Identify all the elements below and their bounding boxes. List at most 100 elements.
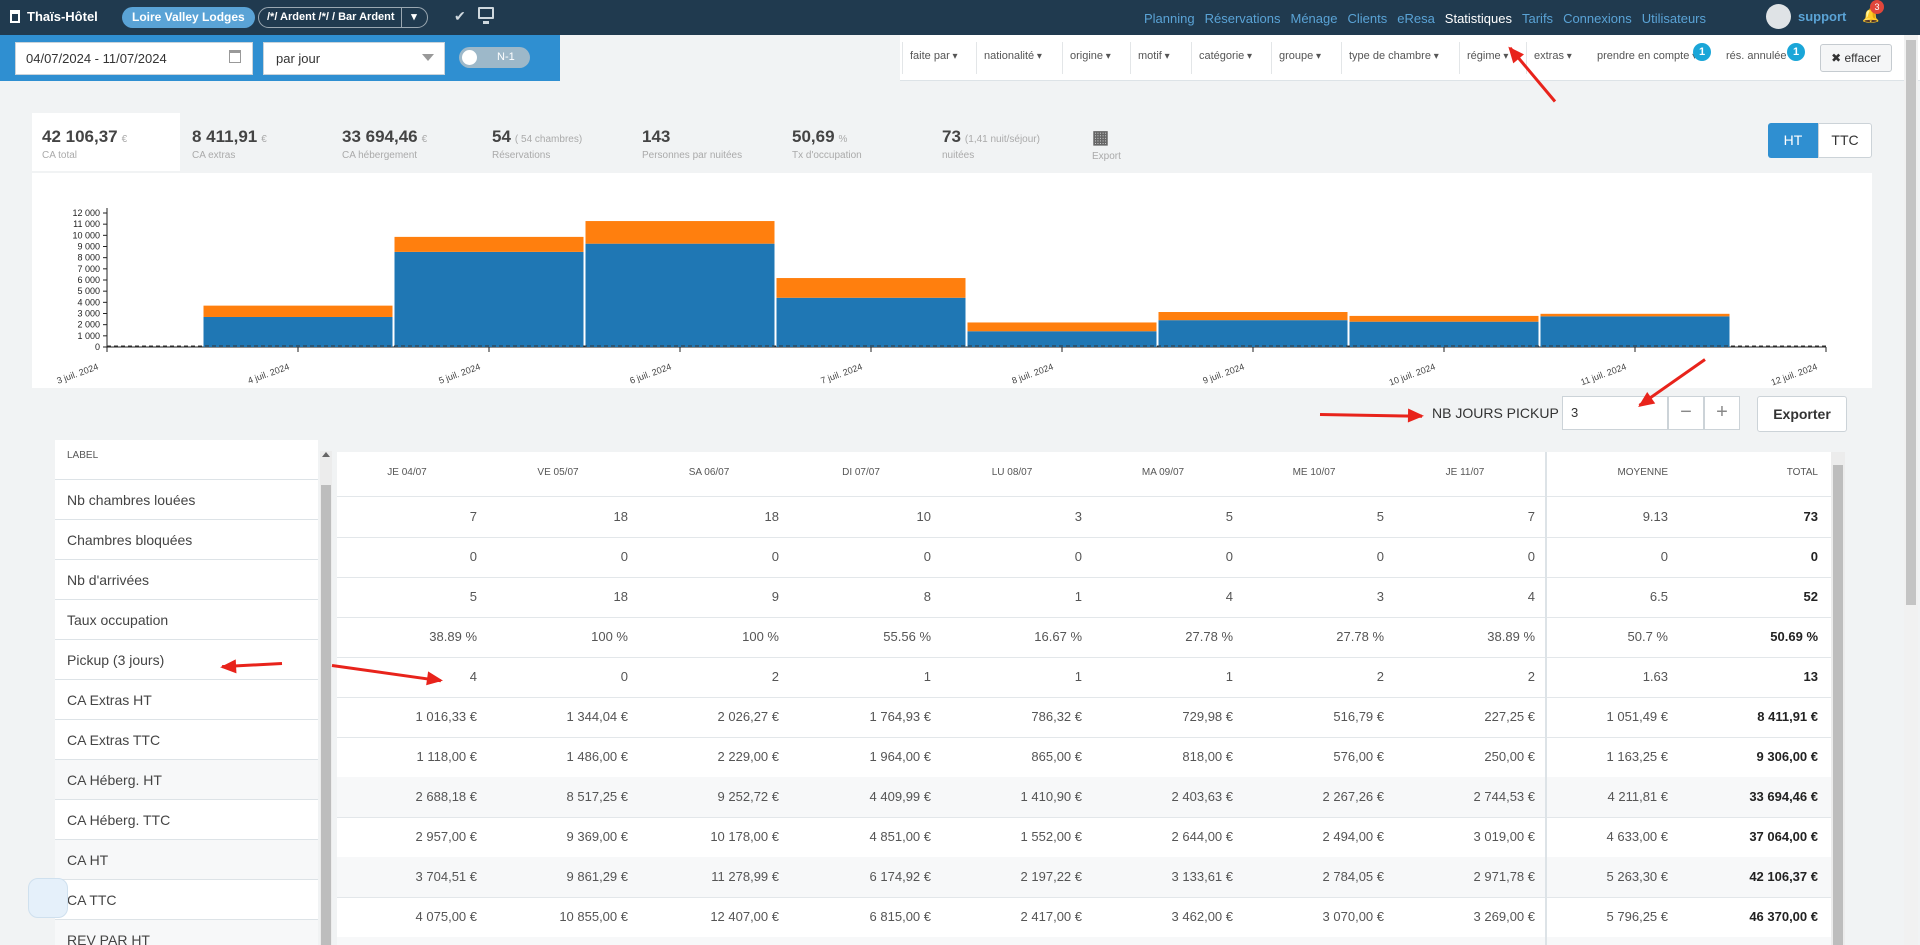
nav-item-tarifs[interactable]: Tarifs — [1522, 11, 1554, 26]
column-header[interactable]: TOTAL — [1786, 467, 1818, 478]
column-header[interactable]: LU 08/07 — [991, 467, 1033, 478]
bar-series-1 — [1349, 315, 1539, 322]
app-logo[interactable]: Thaïs-Hôtel — [10, 9, 98, 24]
column-header[interactable]: JE 11/07 — [1445, 467, 1485, 478]
hotel-selector[interactable]: Loire Valley Lodges — [122, 7, 255, 28]
column-header[interactable]: MOYENNE — [1617, 467, 1668, 478]
res-annulee-badge: 1 — [1787, 43, 1805, 61]
kpi-card: 73 (1,41 nuit/séjour) nuitées — [942, 113, 1040, 169]
table-cell: 100 % — [742, 629, 779, 644]
table-cell: 38.89 % — [1487, 629, 1535, 644]
row-label: Taux occupation — [55, 600, 318, 640]
kpi-card: 33 694,46 € CA hébergement — [342, 113, 427, 169]
increment-button[interactable]: + — [1704, 396, 1740, 430]
calendar-icon[interactable] — [229, 50, 241, 63]
bar-selector[interactable]: /*/ Ardent /*/ / Bar Ardent ▾ — [258, 7, 428, 28]
filter-dropdown[interactable]: catégorie — [1199, 50, 1252, 62]
table-cell: 10 — [916, 509, 931, 524]
label-scrollbar-thumb[interactable] — [321, 485, 331, 945]
ht-toggle-button[interactable]: HT — [1768, 123, 1818, 158]
y-tick-label: 7 000 — [77, 264, 100, 274]
table-cell: 50.7 % — [1627, 629, 1668, 644]
x-tick-label: 10 juil. 2024 — [1388, 361, 1437, 387]
nav-item-statistiques[interactable]: Statistiques — [1444, 11, 1512, 26]
row-label: Nb chambres louées — [55, 480, 318, 520]
filter-dropdown[interactable]: groupe — [1279, 50, 1321, 62]
res-annulee-filter[interactable]: rés. annulée — [1726, 50, 1794, 62]
prendre-en-compte-filter[interactable]: prendre en compte — [1597, 50, 1697, 62]
table-cell: 1 486,00 € — [566, 749, 628, 764]
nav-item-utilisateurs[interactable]: Utilisateurs — [1641, 11, 1707, 26]
table-cell: 9.13 — [1642, 509, 1668, 524]
filter-dropdown[interactable]: régime — [1467, 50, 1508, 62]
table-cell: 4 633,00 € — [1606, 829, 1668, 844]
monitor-icon[interactable] — [478, 7, 494, 24]
table-cell: 4 075,00 € — [415, 909, 477, 924]
page-scrollbar-thumb[interactable] — [1906, 40, 1916, 605]
table-cell: 4 851,00 € — [869, 829, 931, 844]
scroll-up-icon[interactable] — [322, 452, 330, 457]
filter-dropdown[interactable]: faite par — [910, 50, 958, 62]
help-widget-icon[interactable] — [28, 878, 68, 918]
n1-toggle[interactable]: N-1 — [459, 47, 530, 68]
table-icon[interactable]: ▦ — [1092, 127, 1110, 147]
kpi-unit: € — [421, 134, 428, 145]
nav-item-m-nage[interactable]: Ménage — [1290, 11, 1338, 26]
ttc-toggle-button[interactable]: TTC — [1818, 123, 1872, 158]
table-cell: 576,00 € — [1333, 749, 1384, 764]
decrement-button[interactable]: − — [1668, 396, 1704, 430]
column-header[interactable]: VE 05/07 — [537, 467, 579, 478]
nav-item-eresa[interactable]: eResa — [1397, 11, 1435, 26]
column-header[interactable]: MA 09/07 — [1141, 467, 1185, 478]
kpi-label: CA extras — [192, 150, 236, 161]
filter-dropdown[interactable]: extras — [1534, 50, 1572, 62]
nav-item-clients[interactable]: Clients — [1347, 11, 1388, 26]
filter-separator — [1130, 42, 1131, 74]
clear-filters-button[interactable]: ✖ effacer — [1820, 44, 1892, 72]
column-header[interactable]: ME 10/07 — [1292, 467, 1336, 478]
filter-dropdown[interactable]: nationalité — [984, 50, 1042, 62]
filter-dropdown[interactable]: type de chambre — [1349, 50, 1439, 62]
table-cell: 42 106,37 € — [1749, 869, 1818, 884]
row-stripe — [337, 857, 1835, 897]
column-header[interactable]: SA 06/07 — [688, 467, 730, 478]
export-button[interactable]: Exporter — [1757, 396, 1847, 432]
table-cell: 6.5 — [1649, 589, 1668, 604]
row-divider — [337, 537, 1835, 538]
table-cell: 1 016,33 € — [415, 709, 477, 724]
row-label: CA Extras TTC — [55, 720, 318, 760]
table-cell: 3 269,00 € — [1473, 909, 1535, 924]
table-cell: 227,25 € — [1484, 709, 1535, 724]
filter-dropdown[interactable]: motif — [1138, 50, 1170, 62]
user-name: support — [1798, 9, 1847, 24]
nav-item-connexions[interactable]: Connexions — [1563, 11, 1632, 26]
table-cell: 2 971,78 € — [1473, 869, 1535, 884]
period-select[interactable]: par jour — [263, 42, 445, 75]
table-cell: 2 957,00 € — [415, 829, 477, 844]
column-header[interactable]: JE 04/07 — [387, 467, 427, 478]
filter-separator — [1459, 42, 1460, 74]
bar-series-0 — [1349, 321, 1539, 347]
user-menu[interactable]: support — [1766, 4, 1846, 29]
table-cell: 8 517,25 € — [566, 789, 628, 804]
label-header: LABEL — [55, 440, 318, 480]
pickup-days-input[interactable]: 3 — [1562, 396, 1668, 430]
filter-dropdown[interactable]: origine — [1070, 50, 1111, 62]
bar-series-1 — [776, 278, 966, 298]
table-cell: 1 344,04 € — [566, 709, 628, 724]
row-divider — [337, 577, 1835, 578]
export-kpi[interactable]: ▦ Export — [1092, 113, 1121, 169]
table-scrollbar-thumb[interactable] — [1833, 465, 1843, 945]
column-header[interactable]: DI 07/07 — [842, 467, 880, 478]
check-icon[interactable]: ✔ — [454, 8, 466, 24]
table-cell: 0 — [620, 669, 628, 684]
table-cell: 2 — [1527, 669, 1535, 684]
nav-item-r-servations[interactable]: Réservations — [1204, 11, 1281, 26]
chevron-down-icon[interactable]: ▾ — [400, 8, 427, 27]
filter-separator — [1062, 42, 1063, 74]
nav-item-planning[interactable]: Planning — [1144, 11, 1195, 26]
table-cell: 5 263,30 € — [1606, 869, 1668, 884]
row-divider — [337, 697, 1835, 698]
date-range-input[interactable]: 04/07/2024 - 11/07/2024 — [15, 42, 253, 75]
table-cell: 2 688,18 € — [415, 789, 477, 804]
